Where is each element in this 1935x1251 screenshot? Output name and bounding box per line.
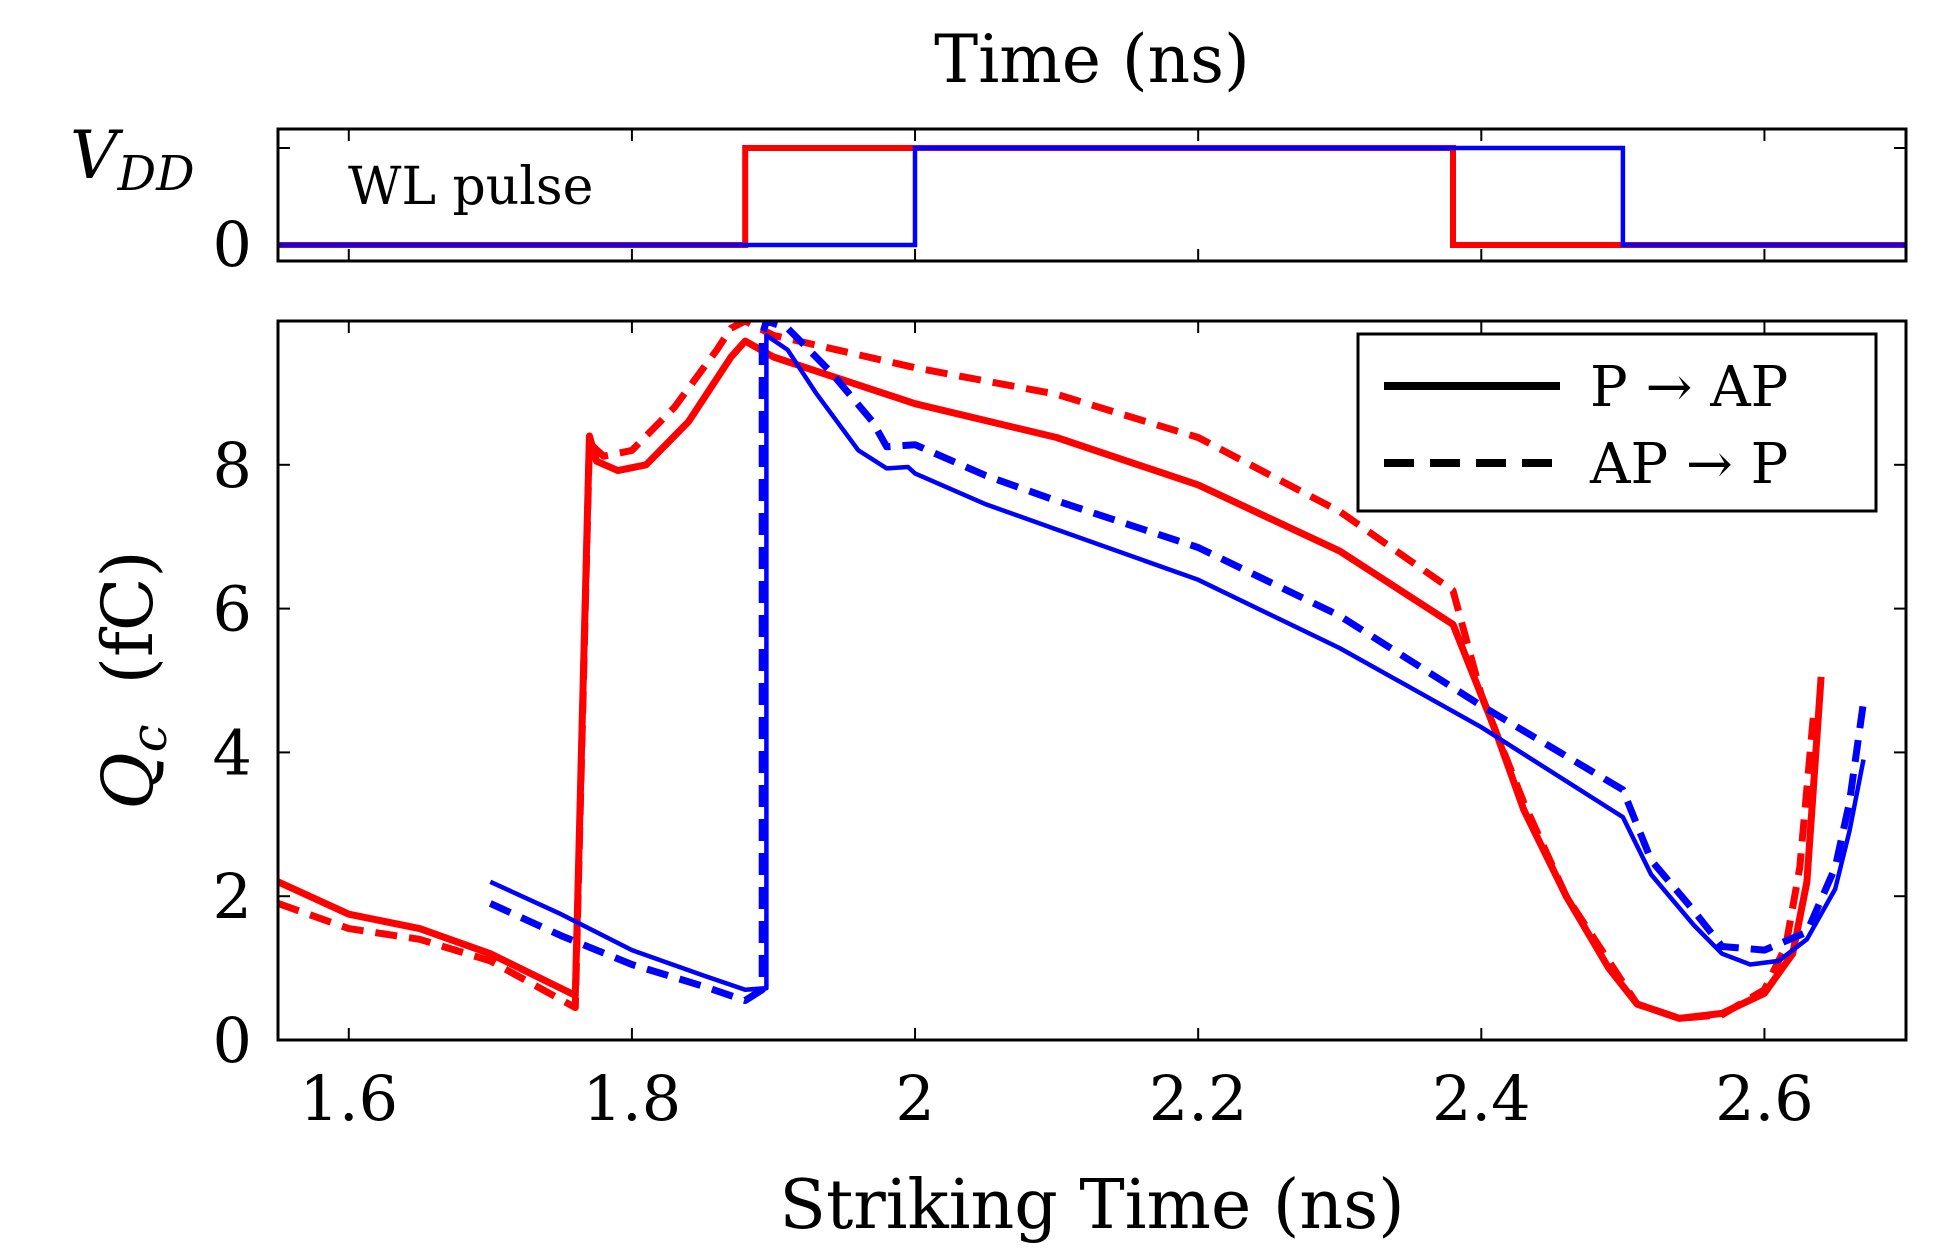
main-series	[278, 321, 1867, 1022]
top-y-tick-vdd: VDD	[70, 117, 195, 202]
y-axis-label: Qc (fC)	[87, 550, 178, 810]
qc-series-3	[488, 321, 1867, 1004]
y-tick-label-1: 2	[213, 860, 252, 933]
wl-pulse-label: WL pulse	[348, 157, 593, 217]
main-plot-frame	[276, 319, 1908, 1042]
vdd-subscript: DD	[117, 146, 195, 202]
x-tick-label-1: 1.8	[583, 1062, 682, 1135]
y-tick-label-4: 8	[213, 429, 252, 502]
main-tick-labels: 1.6 1.8 2 2.2 2.4 2.6 0 2 4 6 8	[213, 429, 1814, 1135]
x-axis-label: Striking Time (ns)	[779, 1166, 1404, 1245]
legend-box	[1356, 332, 1878, 513]
wl-pulse-series-1	[278, 145, 1906, 248]
y-axis-symbol: Q	[87, 752, 169, 809]
x-tick-label-2: 2	[895, 1062, 934, 1135]
top-y-tick-zero: 0	[213, 208, 252, 281]
y-axis-unit: (fC)	[87, 550, 169, 684]
main-ticks	[278, 321, 1906, 1041]
y-axis-subscript: c	[120, 724, 178, 752]
top-panel-title: Time (ns)	[934, 21, 1250, 98]
x-tick-label-3: 2.2	[1149, 1062, 1248, 1135]
qc-series-1	[278, 321, 1818, 1022]
vdd-symbol: V	[70, 117, 124, 194]
legend-label-p-to-ap: P → AP	[1590, 355, 1788, 420]
qc-series-2	[489, 333, 1866, 992]
x-tick-label-5: 2.6	[1715, 1062, 1814, 1135]
legend: P → AP AP → P	[1356, 332, 1878, 513]
x-tick-label-4: 2.4	[1432, 1062, 1531, 1135]
y-tick-label-2: 4	[213, 716, 252, 789]
top-panel-frame	[276, 127, 1908, 263]
legend-label-ap-to-p: AP → P	[1589, 432, 1788, 497]
top-panel-series	[278, 145, 1906, 248]
y-tick-label-3: 6	[213, 573, 252, 646]
y-tick-label-0: 0	[213, 1004, 252, 1077]
y-axis-label-text: Qc (fC)	[87, 550, 178, 810]
x-tick-label-0: 1.6	[299, 1062, 398, 1135]
